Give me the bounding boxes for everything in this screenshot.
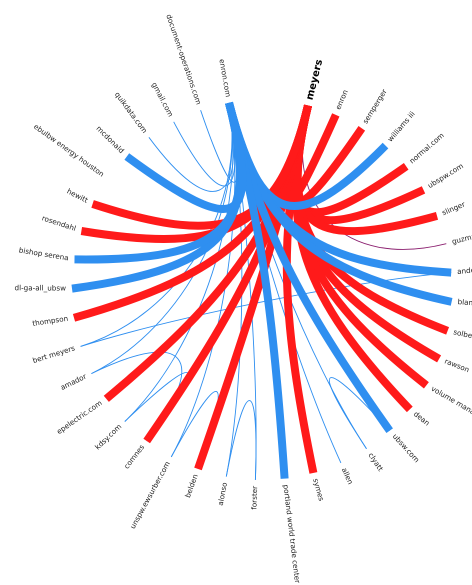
edge-enron-com-to-amador (91, 102, 233, 375)
node-label-symes: symes (311, 477, 326, 502)
edge-meyers-to-hewitt (91, 104, 312, 230)
node-label-kdsy-com: kdsy.com (93, 422, 123, 452)
node-label-quikdata-com: quikdata.com (113, 90, 149, 135)
node-label-epelectric-com: epelectric.com (55, 398, 104, 436)
edge-forster-to-alonso (225, 400, 257, 480)
node-label-volume-management: volume management (430, 384, 472, 431)
node-label-portland-world-trade-center: portland world trade center (281, 484, 302, 584)
node-label-enron: enron (333, 88, 349, 111)
node-label-bert-meyers: bert meyers (31, 343, 76, 365)
node-label-belden: belden (183, 473, 200, 499)
edge-enron-com-to-kdsy-com (124, 102, 234, 422)
node-label-hewitt: hewitt (65, 187, 89, 205)
node-label-mcdonald: mcdonald (94, 124, 126, 155)
node-label-comnes: comnes (122, 443, 146, 471)
node-label-unspw-ewsurber-com: unspw.ewsurber.com (128, 460, 172, 531)
node-label-ubsw-com: ubsw.com (391, 432, 422, 465)
node-label-bland: bland (457, 297, 472, 307)
edge-ubsw-com-to-clyatt (329, 377, 391, 449)
node-label-alonso: alonso (216, 482, 229, 507)
edge-layer (71, 101, 453, 480)
node-label-document-operations-com: document-operations.com (164, 13, 203, 106)
node-label-amador: amador (59, 372, 88, 392)
node-label-ubspw-com: ubspw.com (426, 161, 465, 190)
node-label-rawson: rawson (443, 356, 470, 374)
node-label-enron-com: enron.com (217, 58, 233, 97)
node-label-slinger: slinger (441, 200, 467, 218)
node-label-solberg: solberg (453, 327, 472, 341)
node-label-anderson: anderson (457, 264, 472, 276)
node-label-semperger: semperger (361, 87, 389, 125)
edge-enron-com-to-mcdonald (124, 101, 247, 213)
node-label-meyers: meyers (305, 58, 326, 101)
node-label-dl-ga-all-ubsw: dl-ga-all_ubsw (15, 283, 67, 292)
node-label-guzman: guzman (451, 230, 472, 246)
node-label-gmail-com: gmail.com (150, 81, 175, 118)
node-label-forster: forster (249, 486, 259, 510)
node-label-bishop-serena: bishop serena (18, 245, 69, 262)
node-label-williams-iii: williams iii (386, 109, 417, 143)
node-label-normal-com: normal.com (407, 131, 445, 166)
node-label-clyatt: clyatt (366, 451, 385, 473)
node-label-dean: dean (412, 409, 432, 427)
node-label-thompson: thompson (32, 314, 69, 328)
node-label-rosendahl: rosendahl (41, 213, 77, 233)
node-label-allen: allen (340, 466, 355, 486)
